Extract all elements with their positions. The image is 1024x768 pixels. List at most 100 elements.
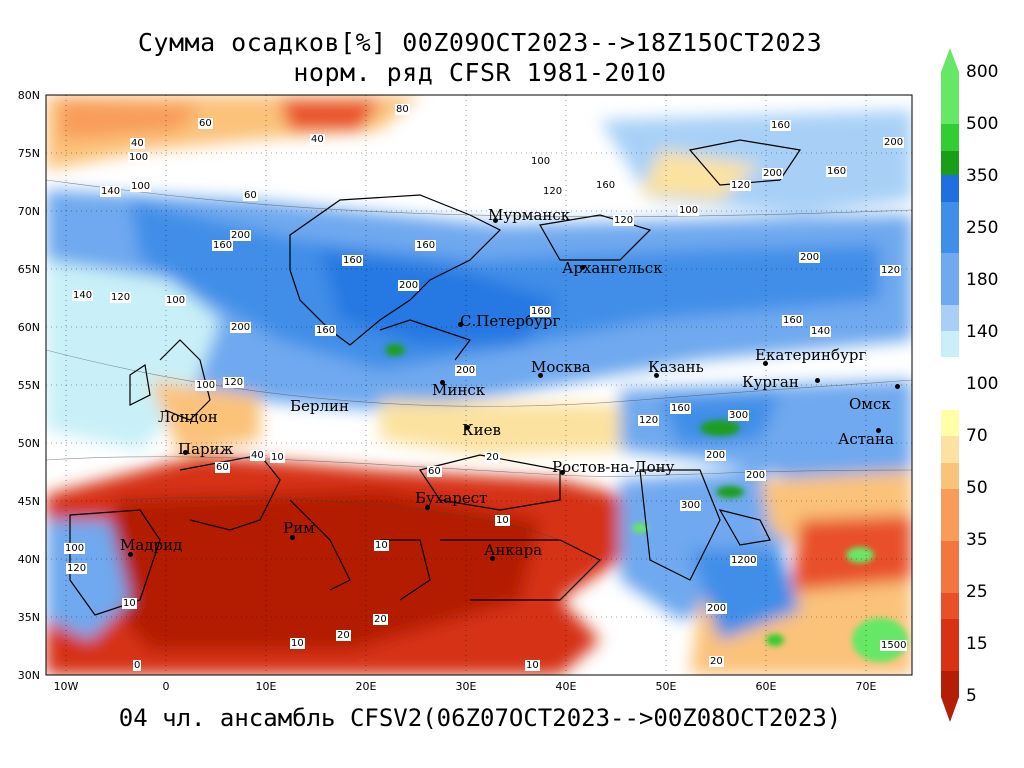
contour-label: 20 — [709, 656, 724, 667]
colorbar-label: 140 — [966, 322, 999, 342]
city-label: Екатеринбург — [755, 346, 867, 364]
colorbar-label: 800 — [966, 62, 999, 82]
contour-label: 10 — [495, 515, 510, 526]
contour-label: 10 — [270, 452, 285, 463]
city-label: Курган — [742, 373, 799, 391]
contour-label: 10 — [374, 540, 389, 551]
lon-label-10e: 10E — [255, 680, 277, 693]
lat-label-35n: 35N — [17, 611, 40, 624]
city-label: Рим — [283, 519, 315, 537]
ensemble-footer: 04 чл. ансамбль CFSV2(06Z07OCT2023-->00Z… — [118, 704, 842, 732]
contour-label: 100 — [678, 205, 700, 216]
city-label: Мадрид — [120, 536, 183, 554]
contour-label: 1500 — [880, 640, 908, 651]
city-marker — [290, 535, 295, 540]
contour-label: 160 — [212, 240, 234, 251]
city-marker — [580, 265, 585, 270]
colorbar — [941, 48, 959, 722]
contour-label: 200 — [799, 252, 821, 263]
contour-label: 140 — [72, 290, 94, 301]
map-title: Сумма осадков[%] 00Z09OCT2023-->18Z15OCT… — [137, 28, 823, 57]
contour-label: 100 — [128, 152, 150, 163]
city-label: Казань — [648, 358, 704, 376]
colorbar-label: 15 — [966, 634, 988, 654]
anomaly-field — [46, 95, 912, 675]
map-grid — [46, 95, 912, 675]
contour-label: 80 — [395, 104, 410, 115]
city-marker — [425, 505, 430, 510]
city-marker — [128, 552, 133, 557]
lon-label-50e: 50E — [655, 680, 677, 693]
lon-label-10w: 10W — [53, 680, 79, 693]
lat-label-60n: 60N — [17, 321, 40, 334]
contour-label: 200 — [762, 168, 784, 179]
lat-label-50n: 50N — [17, 437, 40, 450]
contour-label: 60 — [427, 466, 442, 477]
contour-label: 200 — [398, 280, 420, 291]
lon-label-40e: 40E — [555, 680, 577, 693]
contour-label: 160 — [826, 166, 848, 177]
contour-label: 100 — [64, 543, 86, 554]
contour-label: 140 — [810, 326, 832, 337]
city-label: Берлин — [290, 397, 350, 415]
contour-label: 120 — [542, 186, 564, 197]
contour-label: 120 — [730, 180, 752, 191]
city-marker — [183, 450, 188, 455]
lon-label-60e: 60E — [755, 680, 777, 693]
contour-label: 200 — [706, 603, 728, 614]
city-label: Мурманск — [488, 206, 571, 224]
lon-label-30e: 30E — [455, 680, 477, 693]
contour-label: 120 — [66, 563, 88, 574]
city-marker — [465, 425, 470, 430]
contour-label: 120 — [613, 215, 635, 226]
contour-label: 160 — [770, 120, 792, 131]
contour-label: 20 — [485, 452, 500, 463]
contour-label: 60 — [215, 462, 230, 473]
lon-label-70e: 70E — [855, 680, 877, 693]
colorbar-label: 50 — [966, 478, 988, 498]
contour-label: 200 — [883, 137, 905, 148]
colorbar-label: 70 — [966, 426, 988, 446]
city-marker — [538, 373, 543, 378]
city-marker — [440, 380, 445, 385]
contour-label: 120 — [638, 415, 660, 426]
city-label: Омск — [849, 395, 891, 413]
contour-label: 20 — [373, 614, 388, 625]
city-label: Москва — [531, 358, 591, 376]
contour-label: 160 — [415, 240, 437, 251]
contour-label: 160 — [315, 325, 337, 336]
contour-label: 160 — [782, 315, 804, 326]
contour-label: 10 — [290, 638, 305, 649]
colorbar-label: 100 — [966, 374, 999, 394]
contour-label: 300 — [680, 500, 702, 511]
city-marker — [458, 322, 463, 327]
city-marker — [876, 428, 881, 433]
contour-label: 140 — [100, 186, 122, 197]
contour-label: 40 — [250, 450, 265, 461]
city-marker — [654, 373, 659, 378]
map-subtitle: норм. ряд CFSR 1981-2010 — [293, 58, 667, 87]
lat-label-55n: 55N — [17, 379, 40, 392]
contour-label: 120 — [880, 265, 902, 276]
contour-label: 160 — [670, 403, 692, 414]
contour-label: 40 — [310, 134, 325, 145]
city-label: Ростов-на-Дону — [552, 458, 675, 476]
colorbar-label: 35 — [966, 530, 988, 550]
city-label: Париж — [178, 440, 234, 458]
contour-label: 60 — [198, 118, 213, 129]
lat-label-80n: 80N — [17, 89, 40, 102]
contour-label: 200 — [705, 450, 727, 461]
contour-label: 60 — [243, 190, 258, 201]
colorbar-label: 250 — [966, 218, 999, 238]
city-marker — [493, 218, 498, 223]
contour-label: 200 — [230, 322, 252, 333]
lat-label-65n: 65N — [17, 263, 40, 276]
contour-label: 160 — [530, 306, 552, 317]
contour-label: 10 — [525, 660, 540, 671]
contour-label: 20 — [336, 630, 351, 641]
city-label: Лондон — [158, 408, 218, 426]
contour-label: 120 — [223, 377, 245, 388]
city-label: Анкара — [484, 541, 543, 559]
lon-label-20e: 20E — [355, 680, 377, 693]
contour-label: 100 — [165, 295, 187, 306]
